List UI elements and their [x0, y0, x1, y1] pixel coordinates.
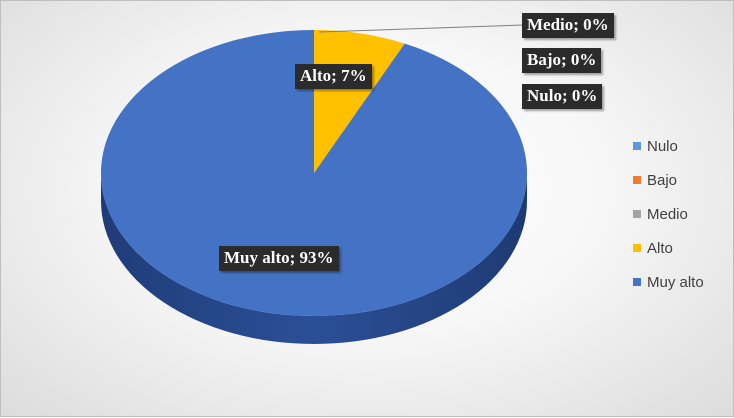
legend-label-bajo: Bajo: [647, 171, 678, 189]
legend-item-nulo: Nulo: [633, 129, 723, 163]
data-label-medio: Medio; 0%: [522, 13, 614, 38]
leader-line: [318, 24, 524, 33]
legend-item-medio: Medio: [633, 197, 723, 231]
data-label-bajo: Bajo; 0%: [522, 48, 602, 73]
legend-label-medio: Medio: [647, 205, 688, 223]
data-label-muy-alto: Muy alto; 93%: [219, 246, 339, 271]
legend-label-alto: Alto: [647, 239, 673, 257]
data-label-nulo: Nulo; 0%: [522, 84, 603, 109]
legend-swatch-medio: [633, 210, 641, 218]
legend-swatch-alto: [633, 244, 641, 252]
chart-legend: Nulo Bajo Medio Alto Muy alto: [633, 129, 723, 299]
legend-item-bajo: Bajo: [633, 163, 723, 197]
legend-item-alto: Alto: [633, 231, 723, 265]
legend-label-muy-alto: Muy alto: [647, 273, 704, 291]
pie-slice-muy-alto: [100, 30, 528, 316]
legend-label-nulo: Nulo: [647, 137, 678, 155]
legend-swatch-bajo: [633, 176, 641, 184]
pie-side-surface: [101, 173, 527, 344]
pie-side-wall: [101, 173, 527, 344]
legend-item-muy-alto: Muy alto: [633, 265, 723, 299]
legend-swatch-nulo: [633, 142, 641, 150]
data-label-alto: Alto; 7%: [295, 64, 372, 89]
legend-swatch-muy-alto: [633, 278, 641, 286]
